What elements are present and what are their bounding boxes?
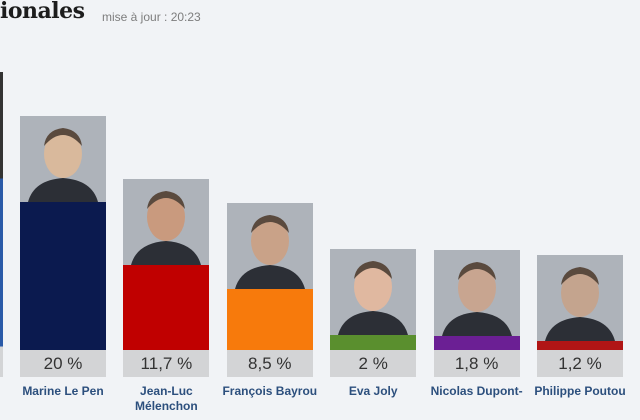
candidate-name[interactable]: Philippe Poutou [534,384,626,398]
page-title: ionales [0,0,85,24]
portrait-icon [226,203,313,290]
candidate-photo [123,179,210,266]
candidate-column: 2 % Eva Joly [330,0,417,420]
candidate-column: 1,2 % Philippe Poutou [534,0,626,420]
candidate-name[interactable]: Marine Le Pen [22,384,104,398]
candidate-name[interactable]: François Bayrou [222,384,318,398]
candidate-photo [226,203,313,290]
value-label: 8,5 % [226,350,313,377]
candidate-photo [20,116,106,202]
portrait-icon [20,116,106,202]
value-label: 1,2 % [537,350,623,377]
value-label: 20 % [20,350,106,377]
bar [20,202,106,350]
candidate-column: 8,5 % François Bayrou [222,0,317,420]
portrait-icon [433,250,520,337]
value-label: 1,8 % [433,350,520,377]
candidate-photo [537,254,623,341]
bar [226,289,313,350]
bar [123,265,210,350]
portrait-icon [123,179,210,266]
value-label: 2 % [330,350,417,377]
partial-candidate-column [0,72,3,377]
candidate-column: 11,7 % Jean-Luc Mélenchon [123,0,210,420]
candidate-name[interactable]: Jean-Luc Mélenchon [135,384,198,413]
candidate-photo [330,248,417,335]
bar [433,336,520,350]
candidate-photo [433,250,520,337]
bar [330,334,417,350]
value-label: 11,7 % [123,350,210,377]
portrait-icon [537,254,623,341]
portrait-icon [330,248,417,335]
candidate-name[interactable]: Eva Joly [348,384,398,398]
candidate-column: 20 % Marine Le Pen [20,0,106,420]
bar [537,340,623,350]
candidate-column: 1,8 % Nicolas Dupont- [431,0,523,420]
candidate-name[interactable]: Nicolas Dupont- [430,384,523,398]
update-time: mise à jour : 20:23 [102,10,201,24]
